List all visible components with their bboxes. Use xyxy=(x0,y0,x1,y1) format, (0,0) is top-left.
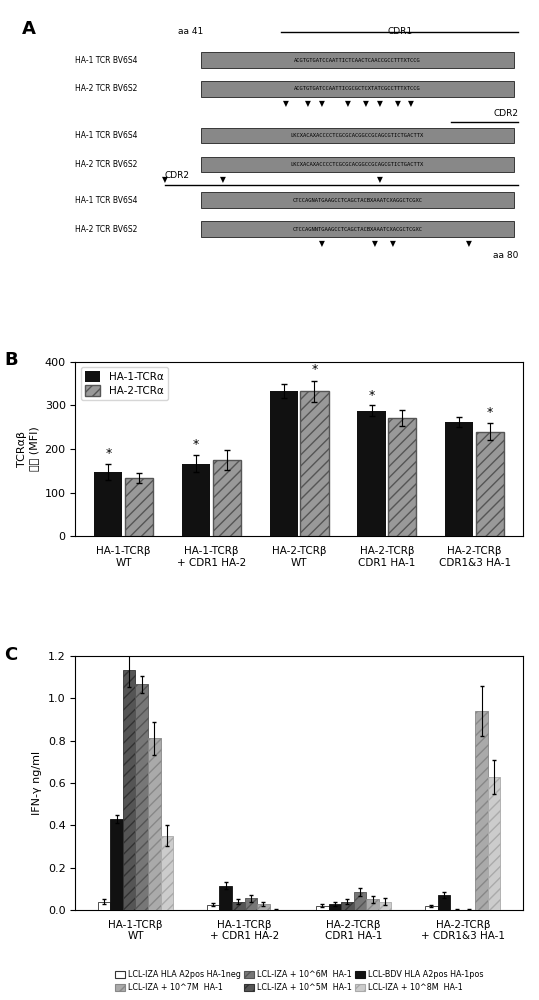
Bar xyxy=(201,52,514,68)
Bar xyxy=(201,221,514,237)
Bar xyxy=(213,460,241,536)
Text: ▼: ▼ xyxy=(372,239,378,248)
Bar xyxy=(270,391,298,536)
Text: ▼: ▼ xyxy=(377,99,383,108)
Text: CTCCAGNNTGAAGCCTCAGCTACBXAAATCXACGCTCGXC: CTCCAGNNTGAAGCCTCAGCTACBXAAATCXACGCTCGXC xyxy=(292,227,422,232)
Text: ▼: ▼ xyxy=(363,99,369,108)
Bar xyxy=(201,192,514,208)
Bar xyxy=(201,81,514,97)
Text: ▼: ▼ xyxy=(283,99,289,108)
Bar xyxy=(98,902,110,910)
Text: ▼: ▼ xyxy=(305,99,311,108)
Text: HA-2 TCR BV6S2: HA-2 TCR BV6S2 xyxy=(75,160,138,169)
Bar xyxy=(125,478,153,536)
Bar xyxy=(388,418,416,536)
Bar xyxy=(476,432,504,536)
Bar xyxy=(300,391,329,536)
Bar xyxy=(161,836,173,910)
Legend: HA-1-TCRα, HA-2-TCRα: HA-1-TCRα, HA-2-TCRα xyxy=(81,367,168,400)
Bar xyxy=(445,422,473,536)
Text: CTCCAGNATGAAGCCTCAGCTACBXAAATCXAGGCTCGXC: CTCCAGNATGAAGCCTCAGCTACBXAAATCXAGGCTCGXC xyxy=(292,198,422,203)
Bar xyxy=(135,684,148,910)
Text: CDR2: CDR2 xyxy=(165,171,190,180)
Text: ▼: ▼ xyxy=(220,175,226,184)
Bar xyxy=(329,904,341,910)
Text: *: * xyxy=(368,389,375,402)
Text: A: A xyxy=(22,20,36,38)
Text: *: * xyxy=(193,438,199,451)
Legend: LCL-IZA HLA A2pos HA-1neg, LCL-IZA + 10^7M  HA-1, LCL-IZA + 10^6M  HA-1, LCL-IZA: LCL-IZA HLA A2pos HA-1neg, LCL-IZA + 10^… xyxy=(115,970,483,992)
Bar xyxy=(182,464,210,536)
Y-axis label: IFN-γ ng/ml: IFN-γ ng/ml xyxy=(32,751,43,815)
Bar xyxy=(367,899,379,910)
Text: ACGTGTGATCCAATTICTCAACTCAACCGCCTTTXTCCG: ACGTGTGATCCAATTICTCAACTCAACCGCCTTTXTCCG xyxy=(294,58,420,63)
Text: CDR2: CDR2 xyxy=(493,109,519,118)
Text: B: B xyxy=(4,351,17,369)
Text: *: * xyxy=(312,363,317,376)
Bar xyxy=(341,902,354,910)
Text: *: * xyxy=(487,406,493,419)
Text: aa 41: aa 41 xyxy=(178,27,204,36)
Y-axis label: TCRαβ
表达 (MFI): TCRαβ 表达 (MFI) xyxy=(17,427,39,471)
Text: ▼: ▼ xyxy=(345,99,351,108)
Bar xyxy=(257,904,270,910)
Text: ACGTGTGATCCAATTICGCGCTCXTATCGCCTTTXTCCG: ACGTGTGATCCAATTICGCGCTCXTATCGCCTTTXTCCG xyxy=(294,86,420,91)
Text: *: * xyxy=(105,447,112,460)
Text: CDR1: CDR1 xyxy=(387,27,412,36)
Text: ▼: ▼ xyxy=(377,175,383,184)
Bar xyxy=(357,411,385,536)
Text: HA-1 TCR BV6S4: HA-1 TCR BV6S4 xyxy=(75,56,138,65)
Bar xyxy=(148,738,161,910)
Text: LKCXACAXACCCCTCGCGCACGGCCGCAGCGTICTGACTTX: LKCXACAXACCCCTCGCGCACGGCCGCAGCGTICTGACTT… xyxy=(291,133,424,138)
Text: ▼: ▼ xyxy=(319,239,324,248)
Text: HA-1 TCR BV6S4: HA-1 TCR BV6S4 xyxy=(75,196,138,205)
Bar xyxy=(123,670,135,910)
Bar xyxy=(425,906,438,910)
Text: HA-1 TCR BV6S4: HA-1 TCR BV6S4 xyxy=(75,131,138,140)
Bar xyxy=(110,819,123,910)
Text: ▼: ▼ xyxy=(390,239,396,248)
Bar xyxy=(316,906,329,910)
Bar xyxy=(207,905,219,910)
Text: ▼: ▼ xyxy=(466,239,472,248)
Text: aa 80: aa 80 xyxy=(493,251,519,260)
Bar xyxy=(354,892,367,910)
Bar xyxy=(232,902,245,910)
Text: HA-2 TCR BV6S2: HA-2 TCR BV6S2 xyxy=(75,225,138,234)
Bar xyxy=(201,157,514,172)
Bar xyxy=(94,472,122,536)
Bar xyxy=(219,886,232,910)
Text: HA-2 TCR BV6S2: HA-2 TCR BV6S2 xyxy=(75,84,138,93)
Text: C: C xyxy=(4,646,17,664)
Text: ▼: ▼ xyxy=(408,99,414,108)
Text: ▼: ▼ xyxy=(395,99,400,108)
Bar xyxy=(201,128,514,143)
Text: LKCXACAXACCCCTCGCGCACGGCCGCAGCGTICTGACTTX: LKCXACAXACCCCTCGCGCACGGCCGCAGCGTICTGACTT… xyxy=(291,162,424,167)
Bar xyxy=(245,898,257,910)
Bar xyxy=(379,902,391,910)
Bar xyxy=(438,895,450,910)
Bar xyxy=(475,711,488,910)
Text: ▼: ▼ xyxy=(162,175,168,184)
Text: ▼: ▼ xyxy=(319,99,324,108)
Bar xyxy=(488,777,501,910)
